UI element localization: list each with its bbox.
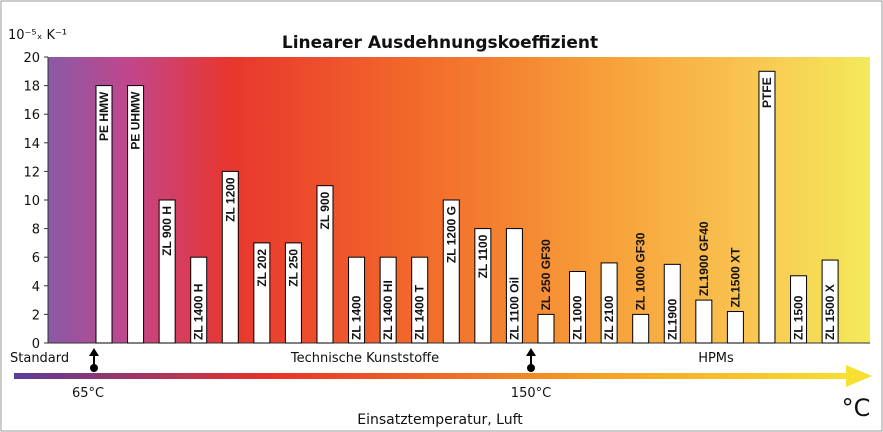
bar bbox=[379, 256, 397, 344]
annotation: 65°C bbox=[72, 386, 104, 401]
bar-label: ZL 1200 G bbox=[444, 206, 458, 263]
bar bbox=[569, 271, 587, 344]
bar bbox=[221, 170, 239, 344]
bar-label: ZL 1000 GF30 bbox=[634, 232, 648, 310]
bar bbox=[663, 263, 681, 344]
bar-label: ZL 900 H bbox=[160, 206, 174, 256]
bar bbox=[190, 256, 208, 344]
bar-label: ZL 1500 bbox=[792, 295, 806, 340]
y-tick-label: 10 bbox=[23, 194, 40, 209]
y-tick-label: 14 bbox=[23, 137, 40, 152]
annotation: °C bbox=[842, 394, 871, 422]
bar bbox=[158, 199, 176, 344]
bar-label: ZL 202 bbox=[255, 249, 269, 287]
y-tick-label: 2 bbox=[32, 308, 40, 323]
bar-label: ZL 1000 bbox=[571, 295, 585, 340]
bar-label: ZL1900 bbox=[665, 298, 679, 340]
bar bbox=[127, 85, 145, 344]
y-tick-label: 12 bbox=[23, 165, 40, 180]
y-tick-label: 0 bbox=[32, 337, 40, 352]
bar-label: ZL 1500 X bbox=[823, 284, 837, 340]
y-tick-label: 4 bbox=[32, 280, 40, 295]
annotation: HPMs bbox=[698, 351, 734, 366]
bar-label: ZL 250 GF30 bbox=[539, 239, 553, 310]
y-tick-label: 6 bbox=[32, 251, 40, 266]
bar-label: ZL 2100 bbox=[602, 295, 616, 340]
bar-label: ZL1500 XT bbox=[728, 247, 742, 308]
bar bbox=[695, 299, 713, 344]
bar bbox=[411, 256, 429, 344]
y-tick-label: 16 bbox=[23, 108, 40, 123]
bar-label: ZL 1400 T bbox=[413, 284, 427, 340]
bar-label: ZL 1100 Oil bbox=[507, 277, 521, 340]
pin bbox=[526, 348, 536, 372]
bar-label: ZL 1400 H bbox=[192, 284, 206, 340]
title-box bbox=[200, 28, 680, 56]
bar bbox=[758, 70, 776, 344]
bar bbox=[537, 313, 555, 344]
arrow-head bbox=[846, 365, 872, 387]
bar bbox=[474, 228, 492, 344]
bar bbox=[316, 185, 334, 344]
bar-label: PE UHMW bbox=[129, 91, 143, 150]
bar bbox=[821, 259, 839, 344]
annotation: Standard bbox=[10, 351, 69, 366]
y-tick-label: 8 bbox=[32, 223, 40, 238]
bar bbox=[632, 313, 650, 344]
bar-label: ZL 1200 bbox=[223, 177, 237, 222]
y-tick-label: 20 bbox=[23, 51, 40, 66]
bar bbox=[726, 311, 744, 344]
annotation: Technische Kunststoffe bbox=[290, 351, 439, 366]
band bbox=[8, 345, 874, 369]
bar bbox=[790, 275, 808, 344]
bar bbox=[505, 228, 523, 344]
chart-title: Linearer Ausdehnungskoeffizient bbox=[282, 33, 598, 53]
bar-label: ZL 1400 bbox=[350, 295, 364, 340]
bar-label: ZL1900 GF40 bbox=[697, 221, 711, 296]
pin bbox=[89, 348, 99, 372]
y-unit: 10⁻⁵ₓ K⁻¹ bbox=[8, 28, 67, 43]
bar-label: ZL 250 bbox=[286, 249, 300, 287]
bar-label: ZL 900 bbox=[318, 191, 332, 229]
bar bbox=[348, 256, 366, 344]
bar bbox=[284, 242, 302, 344]
bar-label: ZL 1100 bbox=[476, 234, 490, 278]
bar-label: PTFE bbox=[760, 77, 774, 108]
bar-label: PE HMW bbox=[97, 91, 111, 141]
bar bbox=[253, 242, 271, 344]
x-axis-label: Einsatztemperatur, Luft bbox=[357, 412, 523, 428]
bar bbox=[600, 262, 618, 344]
annotation: 150°C bbox=[511, 386, 551, 401]
bar bbox=[95, 85, 113, 344]
y-tick-label: 18 bbox=[23, 80, 40, 95]
bar-label: ZL 1400 HI bbox=[381, 280, 395, 340]
bar bbox=[442, 199, 460, 344]
temperature-arrow bbox=[14, 373, 854, 379]
